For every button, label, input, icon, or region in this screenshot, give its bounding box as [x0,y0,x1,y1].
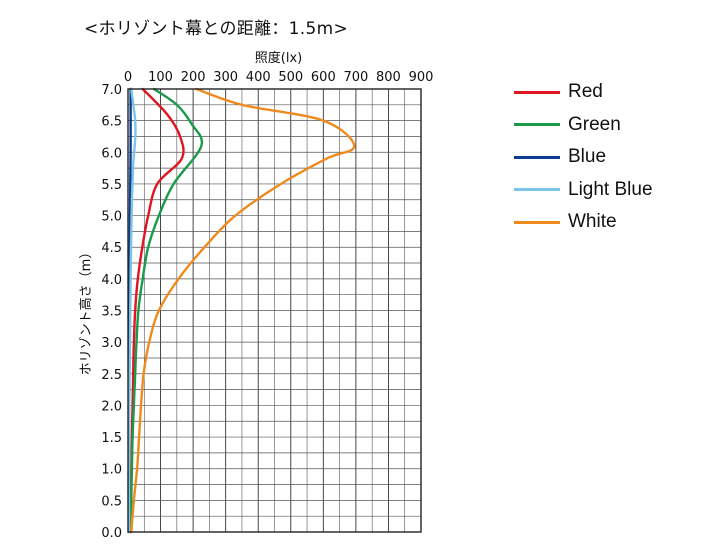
plot-frame [127,88,422,533]
series-line-white [130,87,356,534]
y-tick-label: 6.0 [101,146,122,161]
series-line-green [130,87,204,534]
y-tick-label: 0.0 [101,526,122,541]
legend-item-blue: Blue [514,141,653,174]
y-tick-label: 5.0 [101,210,122,225]
x-tick-label: 800 [376,70,401,85]
legend-swatch-white [514,220,560,224]
x-tick-label: 500 [278,70,303,85]
y-tick-label: 0.5 [101,494,122,509]
x-tick-label: 900 [409,70,434,85]
legend-item-red: Red [514,76,653,109]
y-tick-label: 5.5 [101,178,122,193]
legend-label: White [568,211,617,233]
chart-title: <ホリゾント幕との距離：1.5m> [84,19,349,39]
x-tick-label: 600 [311,70,336,85]
legend-label: Red [568,81,603,103]
legend: Red Green Blue Light Blue White [514,76,653,239]
legend-item-white: White [514,206,653,239]
legend-swatch-green [514,123,560,127]
legend-label: Green [568,113,621,135]
y-tick-label: 3.5 [101,305,122,320]
legend-label: Blue [568,146,607,168]
y-tick-label: 1.5 [101,431,122,446]
y-tick-label: 7.0 [101,83,122,98]
legend-swatch-light-blue [514,188,560,192]
x-tick-label: 300 [213,70,238,85]
legend-item-light-blue: Light Blue [514,174,653,207]
x-tick-label: 100 [148,70,173,85]
x-tick-label: 400 [246,70,271,85]
x-tick-label: 700 [343,70,368,85]
legend-swatch-blue [514,155,560,159]
y-tick-label: 4.0 [101,273,122,288]
series-group [127,87,356,534]
tick-labels: 0 100 200 300 400 500 600 700 800 900 0.0 0.5 1.0 1.5… [101,70,433,541]
x-axis-label: 照度(lx) [255,50,302,66]
legend-swatch-red [514,90,560,94]
y-tick-label: 3.0 [101,336,122,351]
x-tick-label: 200 [181,70,206,85]
series-line-light-blue [127,87,137,534]
y-tick-label: 6.5 [101,115,122,130]
grid [127,88,422,533]
y-axis-label: ホリゾント高さ（m） [78,246,94,376]
y-tick-label: 2.0 [101,399,122,414]
y-tick-label: 1.0 [101,463,122,478]
legend-item-green: Green [514,109,653,142]
y-tick-label: 4.5 [101,241,122,256]
legend-label: Light Blue [568,178,653,200]
y-tick-label: 2.5 [101,368,122,383]
x-tick-label: 0 [124,70,132,85]
